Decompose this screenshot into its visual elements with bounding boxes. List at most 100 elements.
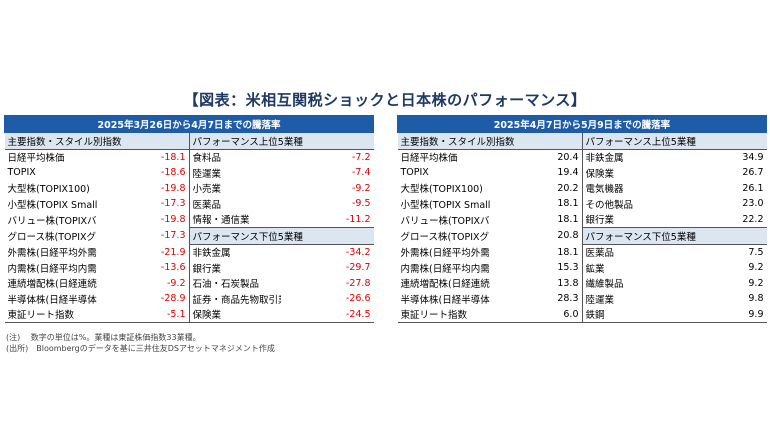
top5-header: パフォーマンス上位5業種: [188, 132, 374, 150]
sector-name: 保険業: [581, 165, 675, 181]
footnotes: (注) 数字の単位は%。業種は東証株価指数33業種。 (出所) Bloomber…: [6, 332, 275, 354]
sector-name: 食料品: [188, 149, 282, 165]
index-value: -18.6: [160, 167, 186, 179]
bottom5-header: パフォーマンス下位5業種: [581, 227, 767, 245]
table-row: 大型株(TOPIX100) 20.2 電気機器 26.1: [398, 180, 767, 196]
index-value: -19.8: [160, 214, 186, 225]
sector-name: 陸運業: [581, 291, 675, 307]
page-title: 【図表：米相互関税ショックと日本株のパフォーマンス】: [183, 91, 587, 109]
sector-name: 非鉄金属: [581, 149, 675, 165]
sector-value: 26.7: [742, 167, 764, 179]
table-row: 内需株(日経平均内需株50指数) 15.3鉱業 9.2: [398, 260, 767, 276]
sector-name: 保険業: [188, 306, 282, 323]
table-row: 東証リート指数 6.0 鉄鋼 9.9: [397, 306, 767, 323]
index-value: 20.8: [557, 230, 579, 242]
index-name: TOPIX: [400, 167, 429, 179]
sector-value: 9.2: [748, 262, 764, 274]
table-row: TOPIX 19.4 保険業 26.7: [398, 165, 767, 181]
table-row: 日経平均株価 20.4 非鉄金属 34.9: [398, 149, 767, 165]
sector-name: 銀行業: [188, 260, 282, 276]
index-name: 内需株(日経平均内需株50指数): [400, 263, 490, 275]
sector-value: 22.2: [742, 213, 764, 225]
period-row: 2025年3月26日から4月7日までの騰落率: [4, 115, 374, 133]
index-value: -21.9: [160, 246, 186, 258]
sector-name: 電気機器: [581, 180, 675, 196]
sector-value: 7.5: [748, 246, 764, 258]
index-value: 20.4: [557, 151, 579, 163]
table-row: 小型株(TOPIX Small) -17.3 医薬品 -9.5: [5, 196, 374, 212]
index-value: -13.6: [160, 262, 186, 274]
index-name: 日経平均株価: [400, 153, 458, 165]
index-name: 内需株(日経平均内需株50指数): [7, 263, 97, 275]
index-name: バリュー株(TOPIXバリュー): [400, 215, 490, 227]
index-value: 18.1: [557, 246, 579, 258]
source-text: (出所) Bloombergのデータを基に三井住友DSアセットマネジメント作成: [6, 344, 275, 353]
table-row: 大型株(TOPIX100) -19.8 小売業 -9.2: [5, 180, 374, 196]
index-name: 大型株(TOPIX100): [400, 184, 483, 196]
index-value: -19.8: [160, 182, 186, 194]
sector-value: 9.8: [748, 293, 764, 305]
index-value: 13.8: [557, 277, 579, 289]
sector-value: 23.0: [742, 198, 764, 210]
index-value: -5.1: [96, 306, 189, 323]
note-text: (注) 数字の単位は%。業種は東証株価指数33業種。: [6, 333, 201, 342]
index-name: 半導体株(日経半導体株指数): [400, 294, 490, 306]
column-header-row: 主要指数・スタイル別指数 パフォーマンス上位5業種: [397, 132, 767, 150]
index-name: 外需株(日経平均外需株50指数): [400, 248, 490, 259]
sector-value: -7.2: [351, 151, 371, 163]
index-value: -17.3: [160, 198, 186, 210]
index-name: 小型株(TOPIX Small): [400, 199, 490, 211]
period-header: 2025年3月26日から4月7日までの騰落率: [4, 115, 374, 133]
bottom5-header: パフォーマンス下位5業種: [188, 227, 374, 245]
sector-value: 9.2: [748, 277, 764, 289]
table-row: バリュー株(TOPIXバリュー) -19.8情報・通信業 -11.2: [5, 211, 374, 228]
index-value: -17.3: [160, 230, 186, 242]
sector-name: 小売業: [188, 180, 282, 196]
sector-value: -9.2: [351, 182, 371, 194]
right-performance-table: 2025年4月7日から5月9日までの騰落率 主要指数・スタイル別指数 パフォーマンス…: [397, 115, 767, 323]
sector-value: -7.4: [351, 167, 371, 179]
index-name: 日経平均株価: [7, 153, 65, 165]
sector-name: 医薬品: [581, 244, 675, 260]
index-value: -18.1: [160, 151, 186, 163]
index-name: TOPIX: [7, 167, 36, 179]
index-value: 28.3: [557, 293, 579, 305]
index-value: 6.0: [489, 306, 582, 323]
index-name: 東証リート指数: [397, 306, 490, 323]
index-name: グロース株(TOPIXグロース): [7, 231, 97, 243]
sector-name: 証券・商品先物取引業: [188, 291, 282, 307]
table-row: 東証リート指数 -5.1 保険業 -24.5: [4, 306, 374, 323]
column-header-row: 主要指数・スタイル別指数 パフォーマンス上位5業種: [4, 132, 374, 150]
index-value: -28.9: [160, 293, 186, 305]
sector-value: -34.2: [345, 246, 371, 258]
sector-name: 鉱業: [581, 260, 675, 276]
index-name: グロース株(TOPIXグロース): [400, 231, 490, 243]
index-value: 15.3: [557, 262, 579, 274]
index-name: 小型株(TOPIX Small): [7, 199, 97, 211]
top5-header: パフォーマンス上位5業種: [581, 132, 767, 150]
sector-name: 鉄鋼: [581, 306, 675, 323]
index-name: 大型株(TOPIX100): [7, 184, 90, 196]
table-row: TOPIX -18.6 陸運業 -7.4: [5, 165, 374, 181]
table-row: 半導体株(日経半導体株指数) -28.9証券・商品先物取引業 -26.6: [5, 291, 374, 307]
sector-name: 繊維製品: [581, 275, 675, 291]
index-name: 連続増配株(日経連続増配株指数): [7, 279, 97, 291]
sector-name: 陸運業: [188, 165, 282, 181]
index-name: バリュー株(TOPIXバリュー): [7, 215, 97, 227]
index-value: 19.4: [557, 167, 579, 179]
sector-value: -11.2: [345, 213, 371, 225]
table-row: 小型株(TOPIX Small) 18.1 その他製品 23.0: [398, 196, 767, 212]
sector-value: -29.7: [345, 262, 371, 274]
sector-name: 銀行業: [581, 211, 675, 228]
index-value: 20.2: [557, 182, 579, 194]
sector-value: -9.5: [351, 198, 371, 210]
sector-name: 医薬品: [188, 196, 282, 212]
table-row: 連続増配株(日経連続増配株指数) -9.2石油・石炭製品 -27.8: [5, 275, 374, 291]
